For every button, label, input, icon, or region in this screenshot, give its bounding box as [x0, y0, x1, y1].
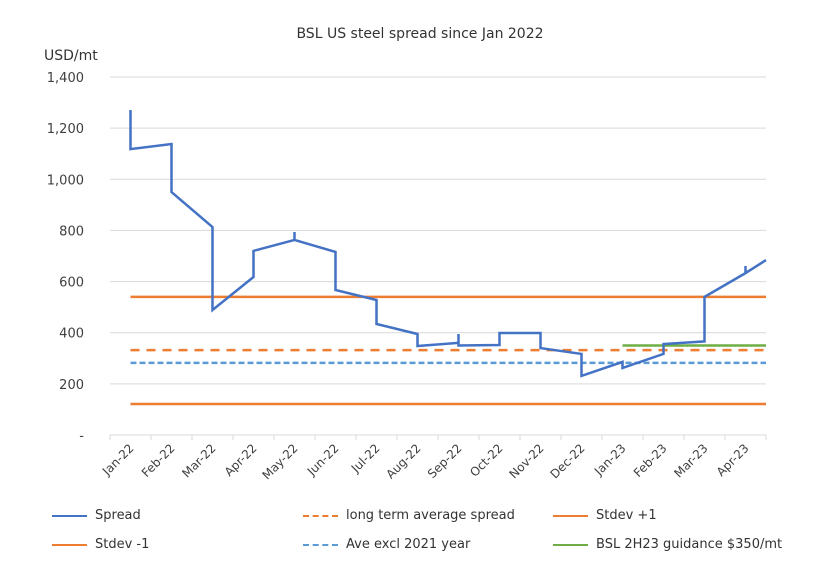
y-tick-label: -	[79, 429, 84, 444]
series-spread-line	[129, 110, 767, 378]
x-tick-label: Sep-22	[425, 441, 465, 481]
y-tick-label: 400	[59, 327, 84, 342]
x-tick-label: Mar-22	[179, 441, 218, 480]
x-tick-label: May-22	[259, 441, 300, 482]
y-tick-label: 1,400	[47, 71, 84, 86]
legend-item: long term average spread	[303, 508, 515, 523]
legend-label: long term average spread	[346, 508, 515, 523]
legend-label: Spread	[95, 508, 141, 523]
x-tick-label: Feb-23	[631, 441, 670, 480]
x-tick-label: Oct-22	[467, 441, 505, 479]
gridlines	[110, 76, 766, 385]
y-axis-label: USD/mt	[44, 48, 98, 64]
legend-swatch	[303, 543, 338, 546]
legend-swatch	[303, 514, 338, 517]
legend-label: Stdev -1	[95, 537, 150, 552]
legend-swatch	[52, 543, 87, 546]
legend-item: Spread	[52, 508, 141, 523]
x-tick-label: Aug-22	[383, 441, 423, 481]
x-tick-label: Jun-22	[304, 441, 342, 479]
y-tick-label: 600	[59, 276, 84, 291]
legend-swatch	[553, 514, 588, 517]
x-tick-label: Mar-23	[671, 441, 710, 480]
legend-label: Stdev +1	[596, 508, 657, 523]
x-tick-label: Feb-22	[139, 441, 178, 480]
legend-label: Ave excl 2021 year	[346, 537, 471, 552]
x-tick-label: Jan-22	[99, 441, 137, 479]
x-tick-label: Nov-22	[507, 441, 547, 481]
y-tick-label: 1,000	[47, 173, 84, 188]
y-tick-label: 1,200	[47, 122, 84, 137]
x-tick-label: Apr-22	[222, 441, 260, 479]
x-tick-label: Apr-23	[714, 441, 752, 479]
y-tick-label: 200	[59, 378, 84, 393]
legend-item: Stdev -1	[52, 537, 149, 552]
x-tick-label: Dec-22	[547, 441, 587, 481]
x-axis: Jan-22 Feb-22 Mar-22 Apr-22 May-22 Jun-22 Jul-…	[99, 434, 767, 482]
y-tick-label: 800	[59, 224, 84, 239]
legend-swatch	[52, 514, 87, 517]
legend-item: Stdev +1	[553, 508, 657, 523]
legend-swatch	[553, 543, 588, 546]
x-tick-label: Jan-23	[591, 441, 629, 479]
chart-title: BSL US steel spread since Jan 2022	[296, 26, 543, 42]
series-group	[129, 110, 767, 406]
x-tick-label: Jul-22	[348, 441, 383, 476]
legend-item: Ave excl 2021 year	[303, 537, 470, 552]
y-axis-ticks: - 200 400 600 800 1,000 1,200 1,400	[47, 71, 85, 444]
legend-label: BSL 2H23 guidance $350/mt	[596, 537, 783, 552]
legend-item: BSL 2H23 guidance $350/mt	[553, 537, 782, 552]
